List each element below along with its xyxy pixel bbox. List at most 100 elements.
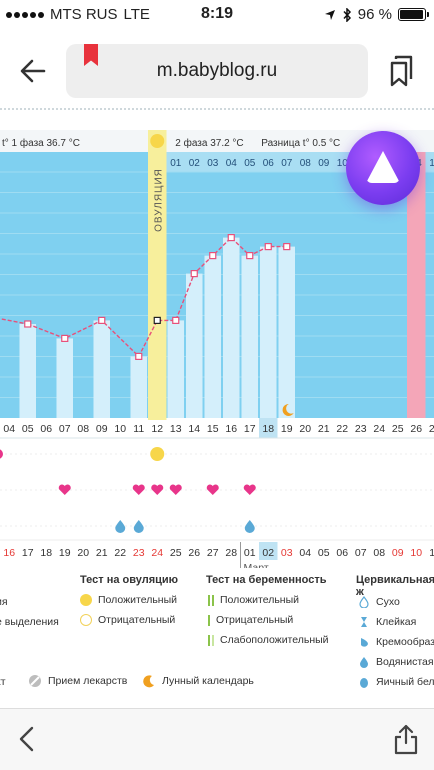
cycle-day-label: 16 <box>225 423 237 435</box>
cycle-day-label: 18 <box>262 423 274 435</box>
cycle-day-label: 13 <box>170 423 182 435</box>
back-arrow-icon[interactable] <box>18 56 48 86</box>
yellow-ring-icon <box>80 614 92 626</box>
current-day-highlight <box>259 418 278 438</box>
phase1-temp: t° 1 фаза 36.7 °C <box>2 137 80 149</box>
carrier-name: MTS RUS <box>50 6 118 23</box>
calendar-date: 25 <box>170 547 182 559</box>
yellow-dot-icon <box>80 594 92 606</box>
legend-lunar: Лунный календарь <box>142 674 254 688</box>
temperature-bar <box>19 324 36 418</box>
calendar-date: 09 <box>392 547 404 559</box>
status-left: MTS RUS LTE <box>6 6 150 23</box>
phase2-day-number: 04 <box>226 158 238 169</box>
ovulation-test-dot <box>150 447 165 461</box>
legend-ovulation-positive-label: Положительный <box>98 594 178 606</box>
ovulation-column <box>148 130 167 420</box>
status-bar: MTS RUS LTE 8:19 96 % <box>0 0 434 30</box>
calendar-date: 08 <box>373 547 385 559</box>
calendar-date: 19 <box>59 547 71 559</box>
signal-icon <box>6 11 44 18</box>
drop-icon <box>115 520 126 533</box>
cycle-day-label: 05 <box>22 423 34 435</box>
cycle-day-label: 12 <box>151 423 163 435</box>
legend-col1-bottom: кт <box>0 676 6 688</box>
heart-icon <box>132 484 145 495</box>
heart-icon <box>243 484 256 495</box>
heart-icon <box>206 484 219 495</box>
cycle-day-label: 24 <box>373 423 385 435</box>
legend-ovulation-negative-label: Отрицательный <box>98 614 176 626</box>
cycle-day-label: 17 <box>244 423 256 435</box>
temperature-point <box>153 316 161 324</box>
address-bar[interactable]: m.babyblog.ru <box>66 44 368 98</box>
temperature-bar <box>130 356 147 418</box>
calendar-date: 23 <box>133 547 145 559</box>
temperature-bar <box>204 255 221 418</box>
clock: 8:19 <box>200 5 234 22</box>
legend-col1-item-1: ия <box>0 596 8 608</box>
calendar-date: 11 <box>429 547 434 559</box>
legend-cervical-eggwhite-label: Яичный бел <box>376 676 434 688</box>
cycle-day-label: 26 <box>410 423 422 435</box>
legend-ovulation-positive: Положительный <box>80 594 177 606</box>
bookmarks-icon[interactable] <box>386 54 416 88</box>
temperature-bar <box>241 255 258 418</box>
cycle-day-label: 11 <box>133 423 144 435</box>
heart-icon <box>169 484 182 495</box>
chart-legend: ия е выделения Тест на овуляцию Положите… <box>0 570 434 708</box>
legend-cervical-title: Цервикальная ж <box>356 574 434 598</box>
moon-icon <box>143 675 154 688</box>
cycle-day-label: 04 <box>3 423 15 435</box>
legend-cervical-creamy: Кремообраз <box>358 636 434 648</box>
cycle-day-label: 14 <box>188 423 200 435</box>
legend-cervical-eggwhite: Яичный бел <box>358 676 434 688</box>
status-right: 96 % <box>324 6 429 23</box>
legend-cervical-watery: Водянистая <box>358 656 434 668</box>
phase2-temp: 2 фаза 37.2 °C <box>175 137 243 149</box>
legend-cervical-creamy-label: Кремообраз <box>376 636 434 648</box>
legend-pregnancy-weak: Слабоположительный <box>208 634 329 646</box>
calendar-date: 20 <box>77 547 89 559</box>
temperature-point <box>264 243 272 251</box>
legend-pregnancy-weak-label: Слабоположительный <box>220 634 329 646</box>
month-label: Март <box>244 562 269 568</box>
drop-icon <box>244 520 255 533</box>
alice-assistant-button[interactable] <box>346 131 420 205</box>
temperature-bar <box>167 320 184 418</box>
calendar-date: 16 <box>3 547 15 559</box>
phase2-day-number: 15 <box>429 158 434 169</box>
legend-cervical-dry-label: Сухо <box>376 596 400 608</box>
browser-bottom-toolbar <box>0 708 434 770</box>
marker-dot <box>0 449 3 459</box>
share-icon[interactable] <box>392 723 420 755</box>
calendar-date: 03 <box>281 547 293 559</box>
heart-icon <box>151 484 164 495</box>
calendar-date: 07 <box>355 547 367 559</box>
calendar-date: 06 <box>336 547 348 559</box>
legend-col1-item-2: е выделения <box>0 616 59 628</box>
calendar-date: 10 <box>410 547 422 559</box>
calendar-date: 02 <box>262 547 274 559</box>
calendar-date: 24 <box>151 547 163 559</box>
calendar-date: 18 <box>40 547 52 559</box>
legend-medicine: Прием лекарств <box>28 674 127 688</box>
temperature-point <box>283 243 291 251</box>
drop-icon <box>133 520 144 533</box>
double-stripe-icon <box>208 594 214 606</box>
legend-cervical-sticky: Клейкая <box>358 616 416 628</box>
cycle-day-label: 20 <box>299 423 311 435</box>
chevron-left-icon[interactable] <box>14 725 40 753</box>
temperature-point <box>98 316 106 324</box>
temperature-point <box>227 233 235 242</box>
cycle-day-label: 08 <box>77 423 89 435</box>
drop-icon <box>360 657 368 668</box>
battery-percent: 96 % <box>357 6 392 23</box>
calendar-date: 04 <box>299 547 311 559</box>
cycle-day-label: 21 <box>318 423 330 435</box>
temperature-line <box>27 236 287 358</box>
today-date-highlight <box>259 542 278 560</box>
temperature-point <box>61 334 69 342</box>
location-icon <box>324 9 335 20</box>
phase2-day-number: 01 <box>170 158 182 169</box>
